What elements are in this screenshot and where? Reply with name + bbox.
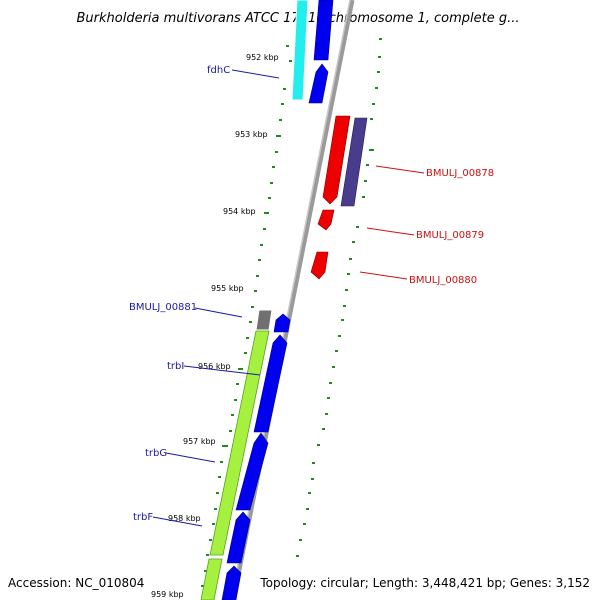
gc-dots-outer [296,38,382,557]
tick-label-957: 957 kbp [183,437,216,446]
label-bmulj-00879: BMULJ_00879 [416,230,484,241]
forward-cds-track [221,0,334,600]
cog-track [200,0,309,600]
cog-bar-trb-2 [200,558,223,600]
cds-bmulj-00880 [310,251,329,280]
reverse-cds-track [310,115,368,280]
label-bmulj-00878: BMULJ_00878 [426,168,494,179]
label-bmulj-00881: BMULJ_00881 [129,302,197,313]
tick-label-955: 955 kbp [211,284,244,293]
cds-bmulj-00878 [322,115,351,205]
label-trbG: trbG [145,448,167,459]
tick-label-956: 956 kbp [198,362,231,371]
label-trbI: trbI [167,361,184,372]
topology-text: Topology: circular; Length: 3,448,421 bp… [259,576,590,590]
cds-fdhC-part1 [313,0,334,61]
orf-bmulj-00878 [340,117,368,207]
cds-fdhC-part2 [308,63,329,104]
accession-text: Accession: NC_010804 [8,576,144,590]
gc-dots-inner [201,45,292,587]
tick-label-953: 953 kbp [235,130,268,139]
cds-bmulj-00881 [273,313,291,333]
cds-trbI [253,334,288,433]
cds-bmulj-00879 [317,209,335,231]
label-bmulj-00880: BMULJ_00880 [409,275,477,286]
label-fdhC: fdhC [207,65,230,76]
tick-label-958: 958 kbp [168,514,201,523]
cog-bar-bmulj-00881 [255,309,273,331]
forward-gene-labels: fdhC BMULJ_00881 trbI trbG trbF [129,65,280,527]
reverse-gene-labels: BMULJ_00878 BMULJ_00879 BMULJ_00880 [359,165,494,286]
label-trbF: trbF [133,512,153,523]
cds-next [221,565,242,600]
cog-bar-fdhC [291,0,309,101]
kbp-ticks: 952 kbp 953 kbp 954 kbp 955 kbp 956 kbp … [151,53,279,599]
tick-label-952: 952 kbp [246,53,279,62]
cds-trbG [235,432,269,511]
cog-bar-trb-1 [209,330,270,556]
cds-trbF [226,511,251,564]
tick-label-959: 959 kbp [151,590,184,599]
tick-label-954: 954 kbp [223,207,256,216]
